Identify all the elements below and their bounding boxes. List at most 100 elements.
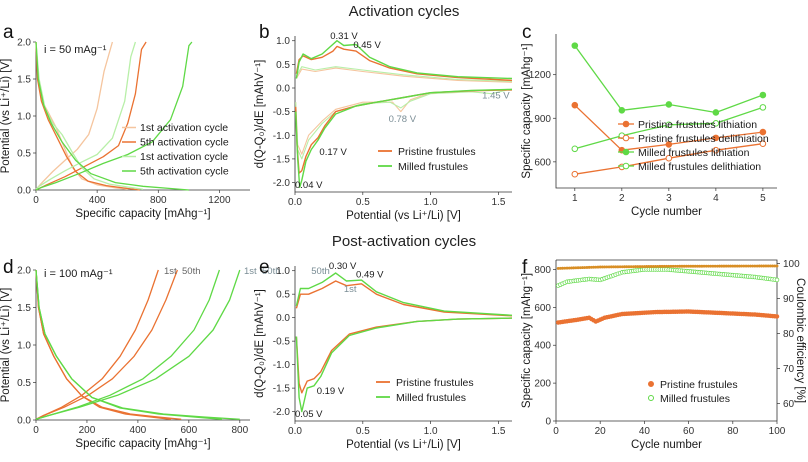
y-tick-label: 200	[534, 379, 551, 390]
data-point	[712, 146, 720, 154]
y-tick-label: 0.5	[17, 378, 31, 389]
legend-label: Milled frustules	[396, 392, 466, 404]
x-tick-label: 400	[130, 425, 147, 436]
y-axis-label: Specific capacity [mAhg⁻¹]	[521, 273, 533, 408]
y-tick-label: 800	[534, 265, 551, 276]
panel-letter: e	[259, 257, 270, 278]
y-tick-label: 0.0	[17, 416, 31, 427]
legend-marker	[622, 120, 630, 128]
y-tick-label: 400	[534, 341, 551, 352]
data-point	[665, 101, 673, 108]
x-axis-label: Potential (vs Li⁺/Li) [V]	[346, 439, 461, 451]
legend-marker	[622, 148, 630, 156]
legend-label: Pristine frustules lithiation	[638, 119, 757, 131]
data-point	[712, 134, 720, 142]
y-tick-label: -2.0	[273, 407, 291, 418]
data-point	[571, 101, 579, 109]
discharge-curve	[35, 269, 223, 420]
cycle-label: 50th	[262, 266, 281, 277]
peak-annotation: 1.45 V	[482, 90, 510, 101]
data-point	[759, 91, 767, 99]
y-tick-label: -1.0	[273, 131, 291, 142]
peak-annotation: 0.45 V	[353, 40, 381, 51]
x-axis-label: Cycle number	[631, 439, 702, 451]
legend-marker	[648, 395, 654, 401]
y-tick-label: 1.0	[276, 266, 290, 277]
y-tick-label: 0.0	[17, 186, 31, 197]
legend-label: 5th activation cycle	[140, 166, 229, 178]
x-tick-label: 0.5	[356, 197, 370, 208]
y-tick-label: 0.5	[17, 149, 31, 160]
charge-curve	[35, 41, 193, 191]
y-tick-label: 1.0	[17, 112, 31, 123]
x-tick-label: 0.0	[288, 426, 302, 437]
x-tick-label: 0.0	[288, 197, 302, 208]
y-axis-label: Potential (vs Li⁺/Li) [V]	[0, 59, 12, 174]
cathodic-curve	[295, 317, 513, 413]
data-point	[775, 264, 779, 268]
legend-label: Pristine frustules delithiation	[638, 133, 769, 145]
y-tick-label: -0.5	[273, 107, 291, 118]
y-tick-label: 600	[534, 157, 551, 168]
panel-a: 0 400 800 1200 0.0 0.5 1.0 1.5 2.0 Specific capac…	[0, 22, 250, 220]
panel-e: 0.0 0.5 1.0 1.5 -2.0 -1.5 -1.0 -0.5 0.0 0.5 1.0 Pot…	[254, 257, 513, 451]
x-tick-label: 400	[89, 195, 106, 206]
legend-label: Pristine frustules	[398, 146, 476, 158]
y-tick-label: -1.5	[273, 154, 291, 165]
peak-annotation: 0.17 V	[319, 147, 347, 158]
panel-letter: f	[522, 257, 528, 278]
data-point	[618, 106, 626, 114]
x-tick-label: 0	[33, 195, 39, 206]
peak-annotation: 0.49 V	[356, 270, 384, 281]
charge-curve	[35, 269, 221, 420]
legend-marker	[622, 162, 630, 170]
y2-tick-label: 90	[783, 294, 795, 305]
legend-label: 1st activation cycle	[140, 151, 228, 163]
panel-letter: a	[3, 22, 14, 43]
y-axis-label: d(Q-Q₀)/dE [mAhV⁻¹]	[254, 289, 266, 398]
x-tick-label: 800	[150, 195, 167, 206]
section-title-activation: Activation cycles	[349, 3, 460, 20]
y-tick-label: 0.5	[276, 290, 290, 301]
x-tick-label: 1.5	[491, 197, 505, 208]
data-point	[571, 170, 579, 178]
y-tick-label: 1.0	[276, 36, 290, 47]
charge-curve	[35, 269, 241, 420]
legend-label: Milled frustules	[398, 161, 468, 173]
data-point	[665, 121, 673, 129]
peak-annotation: 0.05 V	[295, 409, 323, 420]
data-point	[712, 120, 720, 127]
x-tick-label: 800	[231, 425, 248, 436]
anodic-curve	[295, 40, 513, 80]
y-tick-label: 2.0	[17, 266, 31, 277]
y-tick-label: 1.0	[17, 341, 31, 352]
y-tick-label: 0	[545, 417, 551, 428]
x-tick-label: 600	[181, 425, 198, 436]
y-tick-label: -1.5	[273, 384, 291, 395]
data-point	[759, 140, 767, 147]
y-tick-label: 2.0	[17, 38, 31, 49]
legend-label: Milled frustules delithiation	[638, 161, 761, 173]
data-point	[712, 109, 720, 116]
x-axis-label: Potential (vs Li⁺/Li) [V]	[346, 210, 461, 222]
discharge-curve	[35, 41, 144, 190]
peak-annotation: 0.78 V	[389, 114, 417, 125]
anodic-curve	[295, 272, 513, 316]
y-tick-label: 900	[534, 114, 551, 125]
y-tick-label: 0.0	[276, 84, 290, 95]
x-tick-label: 80	[727, 426, 739, 437]
cycle-label: 1st	[164, 266, 177, 277]
panel-d: 0 200 400 600 800 0.0 0.5 1.0 1.5 2.0 Specific cap…	[0, 257, 281, 450]
peak-annotation: 0.19 V	[317, 386, 345, 397]
y-axis-label: Potential (vs Li⁺/Li) [V]	[0, 288, 12, 403]
data-point	[571, 145, 579, 153]
legend-label: Pristine frustules	[396, 377, 474, 389]
x-tick-label: 4	[713, 193, 719, 204]
y2-axis-label: Coulombic efficiency [%]	[794, 278, 806, 403]
x-tick-label: 1.0	[424, 426, 438, 437]
anodic-curve	[295, 45, 513, 82]
data-point	[665, 141, 673, 148]
axis-box	[556, 259, 778, 421]
data-point	[571, 42, 579, 49]
x-tick-label: 0	[553, 426, 559, 437]
